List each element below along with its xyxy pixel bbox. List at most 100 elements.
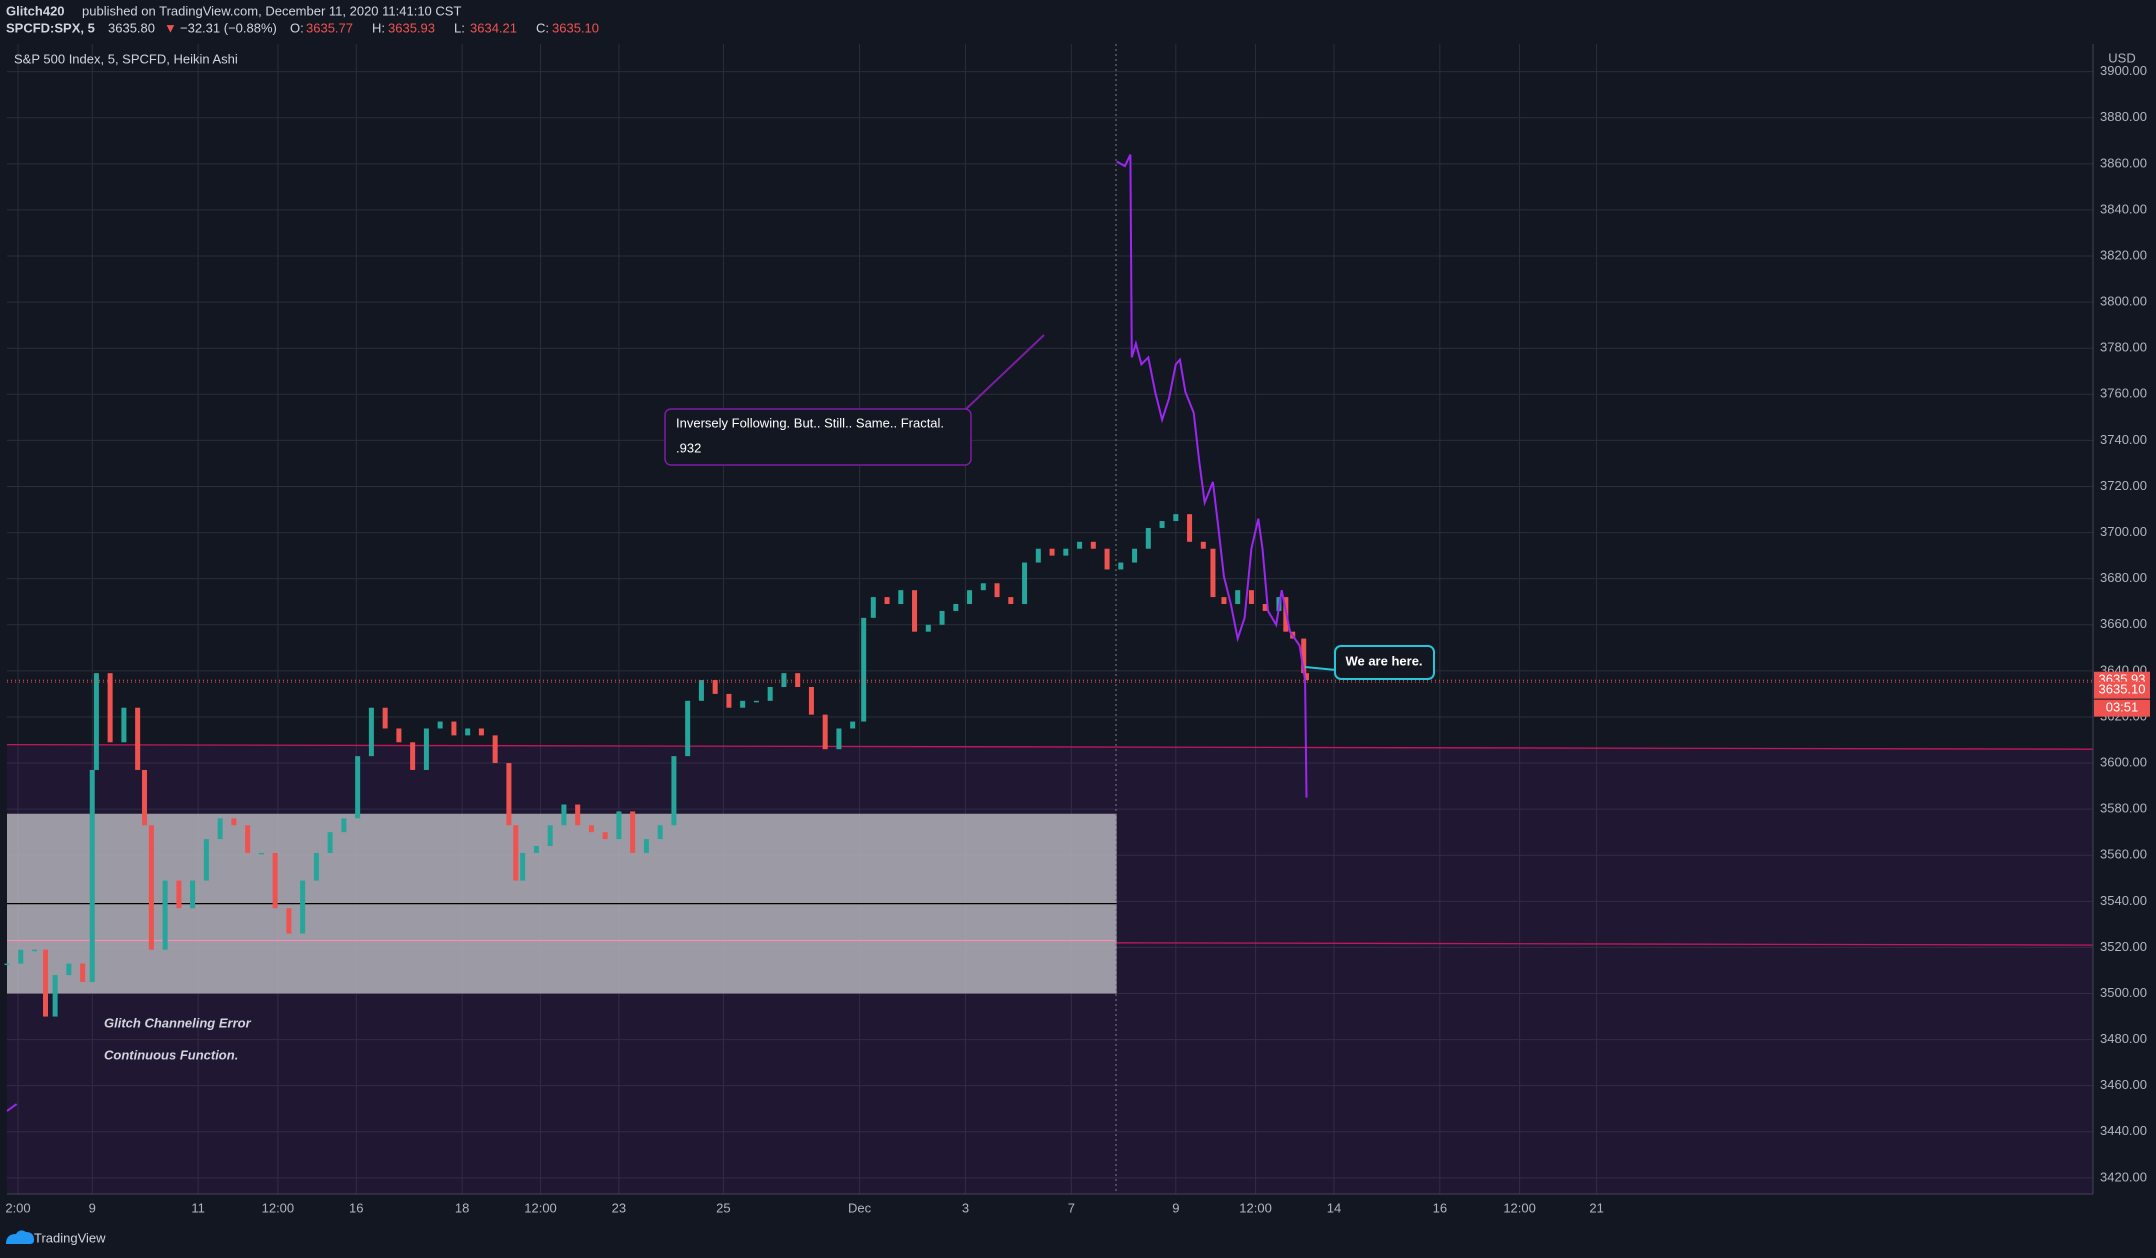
candle	[685, 700, 691, 757]
fractal-callout: Inversely Following. But.. Still.. Same.…	[664, 334, 1045, 466]
candle	[836, 728, 842, 750]
candle	[850, 721, 856, 729]
candle	[884, 597, 890, 605]
x-tick-label: 16	[1433, 1200, 1447, 1215]
candle	[547, 825, 553, 847]
price-tag	[2094, 681, 2150, 699]
candle	[1187, 514, 1193, 542]
candle	[616, 811, 622, 840]
x-tick-label: 14	[1327, 1200, 1341, 1215]
callout-text: Inversely Following. But.. Still.. Same.…	[676, 415, 944, 430]
y-tick-label: 3420.00	[2100, 1169, 2147, 1184]
y-tick-label: 3520.00	[2100, 939, 2147, 954]
candle	[423, 728, 429, 770]
x-tick-label: 12:00	[1503, 1200, 1536, 1215]
trend-line	[1116, 942, 2094, 946]
candle	[1132, 548, 1138, 563]
ohlc-label: O:	[290, 20, 304, 35]
y-tick-label: 3900.00	[2100, 63, 2147, 78]
candle	[43, 949, 49, 1017]
x-tick-label: 9	[1172, 1200, 1179, 1215]
here-callout: We are here.	[1304, 645, 1435, 680]
y-tick-label: 3860.00	[2100, 155, 2147, 170]
candle	[176, 880, 182, 909]
candle	[657, 825, 663, 840]
y-tick-label: 3580.00	[2100, 801, 2147, 816]
candle	[396, 728, 402, 743]
y-tick-label: 3680.00	[2100, 570, 2147, 585]
candle	[382, 707, 388, 729]
candle	[162, 880, 168, 950]
candle	[1235, 590, 1241, 605]
candle	[533, 846, 539, 853]
callout-box	[1334, 645, 1435, 680]
candle	[643, 839, 649, 853]
fractal-line	[6, 154, 1308, 1112]
y-tick-label: 3760.00	[2100, 386, 2147, 401]
y-tick-label: 3500.00	[2100, 985, 2147, 1000]
arrow: ▼	[164, 20, 177, 35]
candle	[630, 811, 636, 853]
candle	[1145, 527, 1151, 549]
candle	[52, 975, 58, 1017]
last: 3635.80	[108, 20, 155, 35]
footer: TradingView	[6, 1230, 106, 1245]
candle	[327, 832, 333, 853]
y-tick-label: 3720.00	[2100, 478, 2147, 493]
callout-pointer	[964, 334, 1045, 411]
header: Glitch420 published on TradingView.com, …	[6, 3, 599, 35]
candle	[513, 825, 519, 881]
candle	[190, 880, 196, 909]
x-tick-label: 23	[612, 1200, 626, 1215]
candle	[203, 839, 209, 881]
candle	[1008, 597, 1014, 605]
y-tick-label: 3820.00	[2100, 247, 2147, 262]
candle	[1173, 514, 1179, 522]
x-tick-label: 18	[455, 1200, 469, 1215]
candle	[671, 756, 677, 826]
candle	[861, 617, 867, 722]
candle	[753, 700, 759, 703]
candle	[1077, 541, 1083, 549]
callout-pointer	[1304, 666, 1337, 671]
candle	[994, 583, 1000, 598]
candle	[1063, 548, 1069, 556]
candle	[410, 742, 416, 770]
candle	[808, 686, 814, 715]
x-tick-label: 25	[716, 1200, 730, 1215]
x-tick-label: 12:00	[524, 1200, 557, 1215]
candle	[107, 673, 113, 743]
candle	[602, 832, 608, 840]
symbol: SPCFD:SPX, 5	[6, 20, 95, 35]
candle	[437, 721, 443, 729]
candle	[506, 763, 512, 826]
y-tick-label: 3800.00	[2100, 294, 2147, 309]
x-tick-label: 7	[1068, 1200, 1075, 1215]
callout-box	[664, 408, 972, 466]
candle	[712, 680, 718, 694]
y-tick-label: 3480.00	[2100, 1031, 2147, 1046]
x-tick-label: 21	[1589, 1200, 1603, 1215]
candle	[286, 908, 292, 934]
candle	[575, 804, 581, 826]
candle	[66, 963, 72, 976]
candle	[795, 673, 801, 687]
candle	[451, 721, 457, 736]
ohlc-value: 3635.10	[552, 20, 599, 35]
candle	[726, 693, 732, 708]
candle	[767, 686, 773, 701]
candle	[1090, 541, 1096, 549]
candle	[93, 673, 99, 770]
legend: S&P 500 Index, 5, SPCFD, Heikin Ashi	[14, 51, 238, 66]
candle	[939, 610, 945, 625]
ohlc-label: L:	[454, 20, 465, 35]
footer-text: TradingView	[34, 1230, 106, 1245]
candle	[1303, 673, 1309, 681]
candle	[355, 756, 361, 819]
candle	[698, 680, 704, 701]
x-tick-label: 16	[349, 1200, 363, 1215]
x-tick-label: 11	[191, 1200, 205, 1215]
candle	[341, 818, 347, 833]
callout-text: .932	[676, 440, 701, 455]
